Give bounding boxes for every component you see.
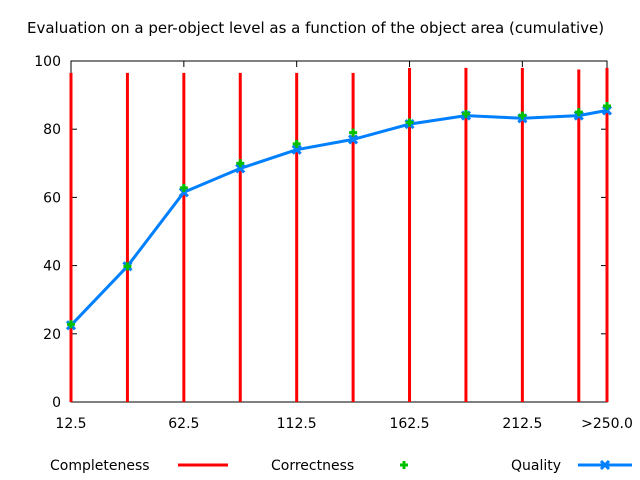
quality-point	[601, 105, 613, 116]
correctness-point	[292, 139, 301, 148]
correctness-point	[123, 262, 132, 271]
y-tick-label: 0	[52, 395, 61, 411]
quality-point-stroke	[291, 144, 302, 155]
quality-point	[235, 163, 246, 174]
y-tick-label: 80	[43, 122, 61, 138]
y-tick-label: 60	[43, 190, 61, 206]
chart-title: Evaluation on a per-object level as a fu…	[27, 19, 604, 37]
x-tick-label: 212.5	[502, 416, 542, 432]
quality-point-stroke	[178, 187, 189, 198]
x-tick-label: 62.5	[168, 416, 199, 432]
quality-point-stroke	[235, 163, 246, 174]
legend-label-correctness: Correctness	[271, 458, 354, 474]
quality-point-stroke	[348, 134, 359, 145]
correctness-point	[236, 159, 245, 168]
quality-point-stroke	[601, 105, 613, 116]
correctness-point	[179, 183, 188, 192]
correctness-point	[349, 128, 358, 137]
x-tick-label: 162.5	[389, 416, 429, 432]
x-tick-label: 12.5	[55, 416, 86, 432]
y-tick-label: 20	[43, 327, 61, 343]
correctness-point	[67, 320, 75, 329]
quality-point	[291, 144, 302, 155]
quality-line	[69, 108, 608, 327]
correctness-point	[603, 102, 611, 111]
correctness-point	[574, 108, 583, 117]
legend-swatch-quality	[578, 459, 632, 471]
correctness-point	[405, 118, 414, 127]
legend-label-quality: Quality	[511, 458, 561, 474]
correctness-point	[518, 111, 527, 120]
x-tick-label: >250.0	[581, 416, 633, 432]
plot-border	[70, 60, 608, 403]
legend-label-completeness: Completeness	[50, 458, 150, 474]
y-tick-label: 40	[43, 259, 61, 275]
y-tick-label: 100	[34, 54, 61, 70]
quality-point	[348, 134, 359, 145]
quality-point	[178, 187, 189, 198]
x-tick-label: 112.5	[277, 416, 317, 432]
legend-swatch-stroke	[599, 459, 611, 471]
legend-swatch-correctness	[400, 461, 408, 469]
correctness-point	[461, 109, 470, 118]
